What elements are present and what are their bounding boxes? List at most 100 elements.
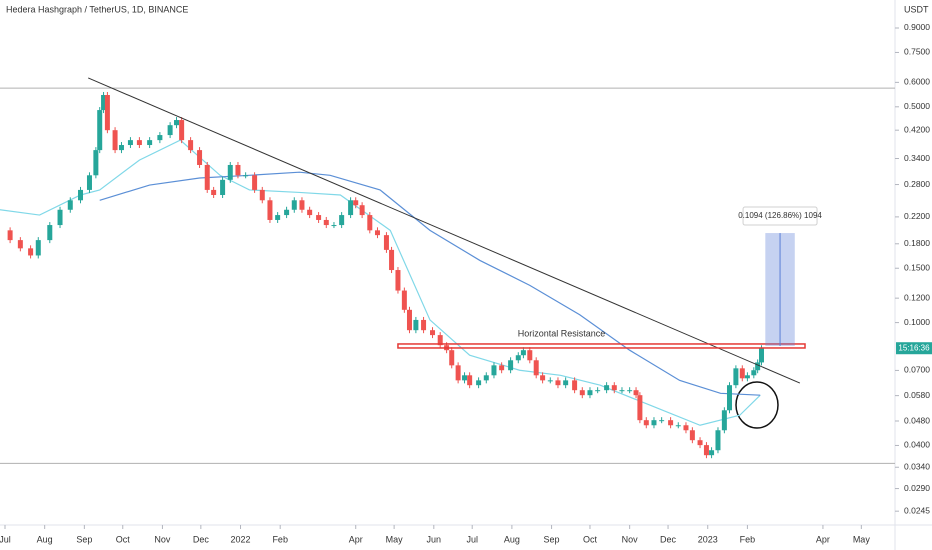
annotation-circle: [735, 381, 779, 429]
candle: [136, 140, 142, 146]
x-tick-label: Apr: [816, 534, 830, 544]
candle: [35, 240, 41, 256]
candle: [413, 319, 419, 331]
candle: [604, 385, 610, 391]
y-tick-label: 0.2800: [904, 179, 930, 189]
candle: [291, 200, 297, 210]
candle: [540, 375, 546, 381]
x-tick-label: Nov: [154, 534, 171, 544]
candle: [28, 248, 34, 256]
candle: [733, 368, 739, 386]
moving-average: [99, 171, 761, 396]
candle: [579, 390, 585, 396]
x-tick-label: Aug: [504, 534, 520, 544]
trendline: [87, 77, 801, 384]
x-tick-label: May: [853, 534, 871, 544]
candle: [374, 230, 380, 236]
candle: [197, 150, 203, 165]
candle: [455, 365, 461, 381]
candle: [421, 319, 427, 331]
y-tick-label: 0.1000: [904, 317, 930, 327]
candle: [406, 309, 412, 331]
candle: [462, 375, 468, 381]
candle: [675, 425, 681, 427]
y-tick-label: 0.1800: [904, 238, 930, 248]
y-tick-label: 0.1500: [904, 262, 930, 272]
x-tick-label: Nov: [622, 534, 639, 544]
measure-label-box: [742, 206, 818, 226]
candle: [395, 270, 401, 291]
candle: [572, 380, 578, 391]
candle: [739, 368, 745, 379]
candle: [547, 380, 553, 382]
candle: [627, 390, 633, 392]
candle: [555, 380, 561, 386]
y-tick-label: 0.1200: [904, 292, 930, 302]
candle: [520, 350, 526, 356]
candle: [633, 390, 639, 396]
candle: [476, 380, 482, 386]
candle: [127, 140, 133, 146]
y-tick-label: 0.6000: [904, 77, 930, 87]
candle: [97, 110, 103, 151]
candle: [401, 290, 407, 310]
x-tick-label: Feb: [740, 534, 756, 544]
candle: [527, 350, 533, 361]
candle: [174, 120, 180, 126]
y-tick-label: 0.0480: [904, 415, 930, 425]
candle: [220, 179, 226, 196]
candle: [57, 209, 63, 226]
y-tick-label: 0.0245: [904, 505, 930, 515]
candle: [353, 200, 359, 206]
x-tick-label: Sep: [76, 534, 92, 544]
x-tick-label: Jul: [0, 534, 11, 544]
x-tick-label: Feb: [272, 534, 288, 544]
candle: [715, 430, 721, 451]
candle: [533, 360, 539, 376]
y-tick-label: 0.0340: [904, 461, 930, 471]
candle: [449, 350, 455, 366]
candle: [339, 215, 345, 226]
x-tick-label: Oct: [116, 534, 131, 544]
y-tick-label: 0.7500: [904, 47, 930, 57]
candle: [389, 249, 395, 271]
candle: [751, 370, 757, 376]
candle: [47, 225, 53, 241]
x-tick-label: Jun: [427, 534, 442, 544]
y-tick-label: 0.0700: [904, 365, 930, 375]
candle: [758, 348, 764, 363]
candle: [112, 130, 118, 151]
y-tick-label: 0.0290: [904, 483, 930, 493]
x-tick-label: Aug: [37, 534, 53, 544]
candle: [637, 395, 643, 421]
candle: [147, 140, 153, 146]
candle: [563, 380, 569, 386]
candle: [157, 135, 163, 141]
y-tick-label: 0.9000: [904, 22, 930, 32]
candle: [651, 420, 657, 426]
candle: [275, 215, 281, 220]
price-tag: [896, 342, 932, 355]
y-tick-label: 0.2200: [904, 211, 930, 221]
candle: [726, 385, 732, 411]
x-tick-label: Dec: [193, 534, 210, 544]
candle: [643, 420, 649, 426]
y-tick-label: 0.0400: [904, 440, 930, 450]
candle: [299, 200, 305, 210]
candle: [284, 209, 290, 216]
resistance-band: [397, 343, 806, 349]
x-tick-label: 2023: [698, 534, 718, 544]
candle: [595, 390, 601, 392]
candle: [587, 390, 593, 396]
candle: [17, 240, 23, 249]
candle: [483, 375, 489, 381]
countdown: 15:16:36: [898, 343, 930, 352]
candle: [204, 164, 210, 190]
x-tick-label: Oct: [583, 534, 598, 544]
y-tick-label: 0.0580: [904, 390, 930, 400]
chart-title: Hedera Hashgraph / TetherUS, 1D, BINANCE: [6, 4, 188, 14]
candle: [709, 450, 715, 456]
candle: [668, 420, 674, 426]
candle: [359, 205, 365, 216]
